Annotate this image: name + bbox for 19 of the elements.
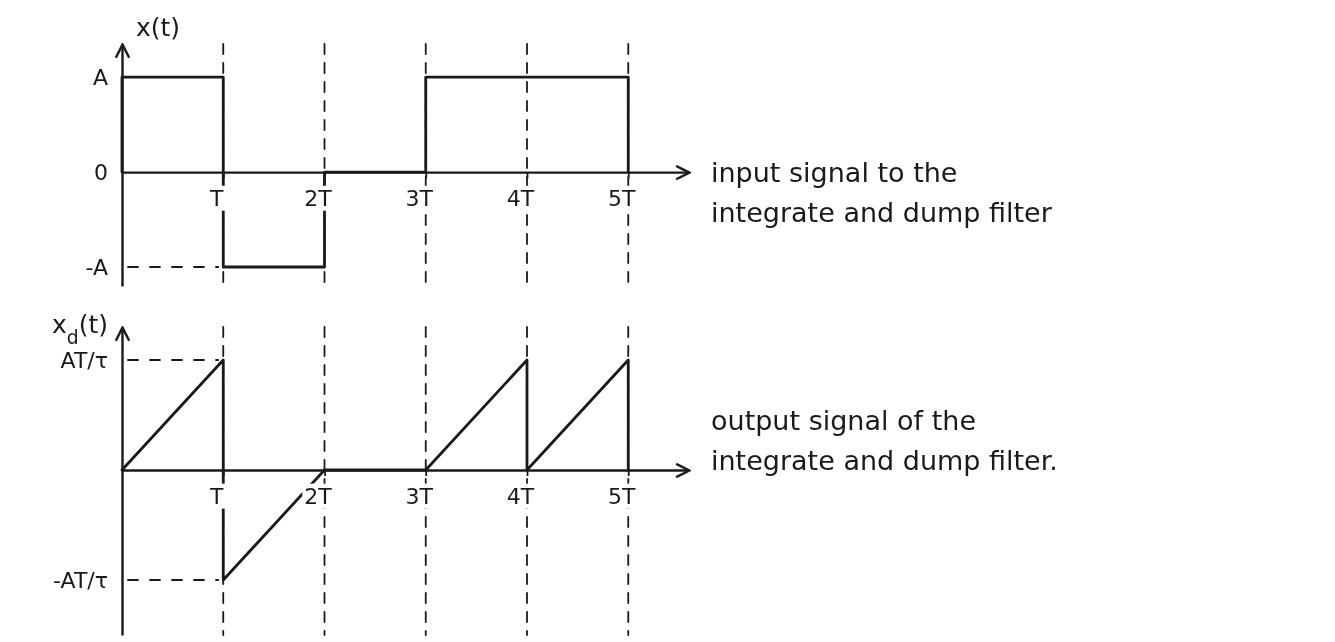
y-axis-title: x$_{d}$(t) <box>51 310 108 348</box>
x-tick-label: T <box>209 185 225 211</box>
ref-line-label: -AT/τ <box>53 568 108 593</box>
annotation: 0 <box>94 160 108 186</box>
annotation: A <box>92 65 108 91</box>
ref-line-label: -A <box>85 255 108 281</box>
x-tick-label: 4T <box>506 185 535 211</box>
x-tick-label: 2T <box>304 185 333 211</box>
x-tick-label: 5T <box>608 483 637 509</box>
x-tick-label: T <box>209 483 225 509</box>
x-tick-label: 2T <box>304 483 333 509</box>
y-axis-title: x(t) <box>136 13 181 42</box>
text: output signal of the integrate and dump filter. <box>711 405 1058 476</box>
ref-line-label: AT/τ <box>60 348 108 373</box>
x-tick-label: 4T <box>506 483 535 509</box>
x-tick-label: 3T <box>405 185 434 211</box>
x-tick-label: 3T <box>405 483 434 509</box>
x-tick-label: 5T <box>608 185 637 211</box>
text: input signal to the integrate and dump filter <box>711 157 1053 229</box>
